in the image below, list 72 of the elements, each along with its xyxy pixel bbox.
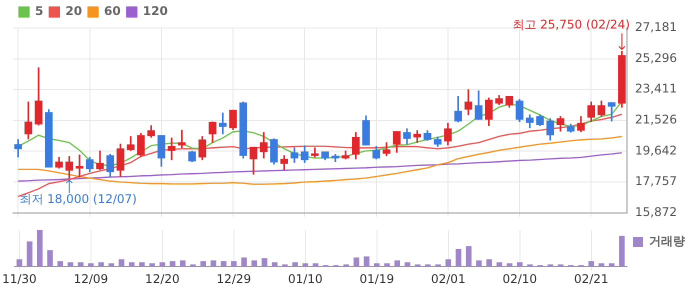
legend-label: 20: [65, 4, 82, 18]
x-tick-label: 01/19: [360, 272, 394, 286]
bar: [262, 258, 268, 267]
bar: [364, 256, 370, 267]
bar: [37, 230, 43, 267]
bar: [425, 264, 431, 267]
x-tick-label: 02/01: [430, 272, 466, 286]
bar: [445, 259, 452, 267]
annotation: 최저 18,000 (12/07): [19, 192, 137, 206]
bar: [68, 262, 74, 267]
bar: [619, 236, 625, 267]
bar: [190, 264, 196, 267]
candlestick: [76, 154, 84, 178]
bar: [476, 260, 482, 267]
bar: [282, 264, 288, 267]
bar: [210, 260, 216, 267]
bar: [47, 250, 53, 267]
bar: [170, 261, 176, 267]
bar: [558, 264, 564, 267]
bar: [516, 262, 523, 267]
x-tick-label: 02/21: [574, 272, 609, 286]
bar: [118, 259, 124, 267]
y-tick-label: 23,411: [635, 82, 677, 96]
bar: [548, 264, 554, 267]
bar: [200, 261, 206, 267]
bar: [404, 262, 410, 267]
bar: [292, 262, 298, 267]
y-tick-label: 17,757: [635, 174, 677, 188]
y-tick-label: 19,642: [635, 143, 677, 158]
bar: [312, 263, 318, 267]
bar: [26, 241, 32, 267]
legend-label: 5: [35, 4, 44, 18]
bar: [414, 264, 420, 267]
x-tick-label: 12/09: [74, 272, 108, 286]
bar: [527, 264, 533, 267]
bar: [384, 263, 390, 267]
bar: [98, 262, 104, 267]
bar: [251, 260, 258, 267]
bar: [241, 257, 247, 267]
bar: [180, 260, 186, 267]
x-tick-label: 02/10: [502, 272, 538, 286]
bar: [354, 257, 360, 267]
y-tick-label: 25,296: [635, 50, 677, 65]
x-tick-label: 12/20: [145, 272, 180, 286]
bar: [139, 262, 145, 267]
bar: [456, 249, 462, 267]
bar: [466, 246, 472, 267]
legend-label: 60: [104, 4, 121, 18]
y-tick-label: 15,872: [635, 204, 677, 219]
bar: [16, 259, 22, 267]
bar: [598, 263, 604, 267]
x-tick-label: 12/29: [216, 272, 252, 286]
bar: [128, 262, 135, 267]
bar: [394, 260, 400, 267]
y-tick-label: 21,526: [635, 112, 677, 127]
legend-label: 120: [142, 4, 168, 18]
bar: [435, 264, 441, 267]
bar: [343, 264, 349, 267]
y-tick-label: 27,181: [635, 20, 677, 34]
bar: [160, 262, 166, 267]
bar: [496, 262, 502, 267]
bar: [231, 261, 237, 267]
bar: [57, 261, 64, 267]
x-tick-label: 01/10: [288, 272, 323, 286]
bar: [78, 262, 84, 267]
legend-label: 거래량: [649, 234, 685, 248]
bar: [588, 261, 594, 267]
annotation: 최고 25,750 (02/24): [512, 18, 630, 32]
bar: [486, 259, 492, 267]
bar: [220, 261, 226, 267]
bar: [272, 262, 278, 267]
x-tick-label: 11/30: [2, 272, 37, 286]
